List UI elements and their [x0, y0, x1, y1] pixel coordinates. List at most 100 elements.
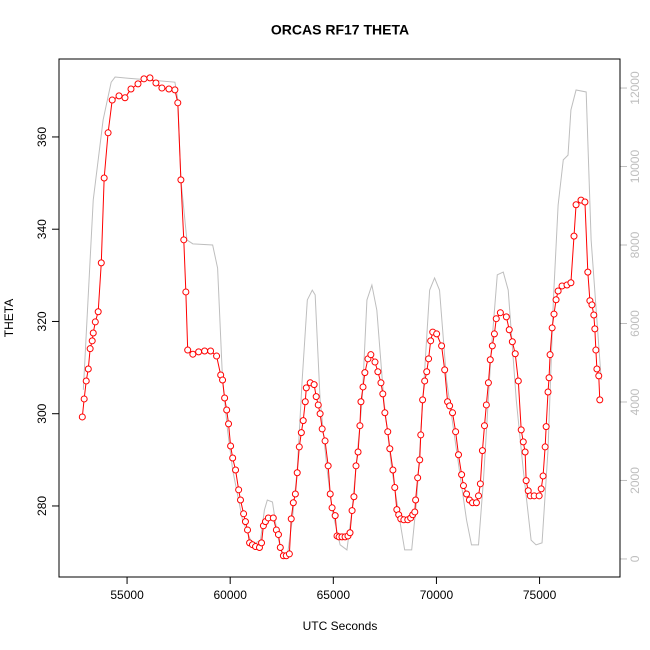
point [452, 428, 460, 436]
series-line [81, 77, 601, 557]
point [108, 96, 116, 104]
point [567, 279, 575, 287]
point [165, 85, 173, 93]
point [225, 420, 233, 428]
point [548, 324, 556, 332]
y-tick-label: 340 [35, 219, 49, 239]
point [455, 451, 463, 459]
point [297, 429, 305, 437]
point [321, 437, 329, 445]
point [386, 445, 394, 453]
point [78, 413, 86, 421]
point [240, 510, 248, 518]
point [459, 482, 467, 490]
point [391, 484, 399, 492]
point [374, 368, 382, 376]
point [458, 471, 466, 479]
point [274, 531, 282, 539]
point [237, 496, 244, 504]
point [508, 338, 516, 346]
point [140, 75, 148, 83]
point [572, 201, 580, 209]
point [152, 79, 160, 87]
point [476, 480, 484, 488]
point [584, 268, 592, 276]
point [544, 388, 552, 396]
point [346, 529, 354, 537]
point [537, 485, 545, 493]
point [486, 356, 494, 364]
point [180, 236, 188, 244]
x-tick-label: 70000 [420, 588, 454, 602]
point [258, 539, 266, 547]
point [554, 287, 562, 295]
point [425, 355, 433, 363]
point [423, 368, 431, 376]
point [177, 176, 185, 184]
point [86, 345, 94, 353]
point [484, 379, 492, 387]
point [552, 296, 560, 304]
point [195, 348, 203, 356]
point [535, 492, 543, 500]
point [359, 383, 367, 391]
point [417, 431, 425, 439]
point [91, 318, 99, 326]
point [301, 398, 309, 406]
x-axis-label: UTC Seconds [303, 619, 378, 633]
y-tick-label: 280 [35, 496, 49, 516]
point [519, 438, 527, 446]
point [223, 406, 231, 414]
y2-tick-label: 2000 [628, 467, 642, 494]
point [478, 447, 486, 455]
point [213, 352, 221, 360]
point [227, 442, 235, 450]
point [475, 492, 483, 500]
point [412, 496, 420, 504]
point [299, 417, 307, 425]
y-tick-label: 320 [35, 311, 49, 331]
point [100, 174, 108, 182]
point [121, 94, 129, 102]
point [381, 409, 389, 417]
point [581, 198, 589, 206]
point [94, 308, 102, 316]
point [591, 325, 599, 333]
point [438, 342, 446, 350]
point [127, 85, 135, 93]
point [592, 346, 600, 354]
point [441, 366, 449, 374]
point [505, 326, 513, 334]
point [184, 346, 192, 354]
point [389, 466, 397, 474]
point [302, 384, 310, 392]
point [244, 526, 252, 534]
point [480, 422, 488, 430]
point [158, 84, 166, 92]
point [427, 337, 435, 345]
x-tick-label: 75000 [523, 588, 557, 602]
point [293, 469, 301, 477]
point [314, 401, 322, 409]
point [104, 129, 112, 137]
point [542, 423, 550, 431]
point [588, 301, 596, 309]
point [522, 477, 530, 485]
point [546, 351, 554, 359]
point [356, 422, 364, 430]
y-axis-label: THETA [2, 299, 16, 337]
point [416, 456, 424, 464]
point [511, 350, 519, 358]
point [590, 311, 598, 319]
point [89, 329, 97, 337]
point [463, 490, 471, 498]
point [287, 515, 295, 523]
point [269, 514, 277, 522]
point [433, 330, 441, 338]
point [379, 390, 387, 398]
y-tick-label: 300 [35, 403, 49, 423]
point [88, 337, 96, 345]
x-tick-label: 55000 [110, 588, 144, 602]
point [318, 425, 326, 433]
